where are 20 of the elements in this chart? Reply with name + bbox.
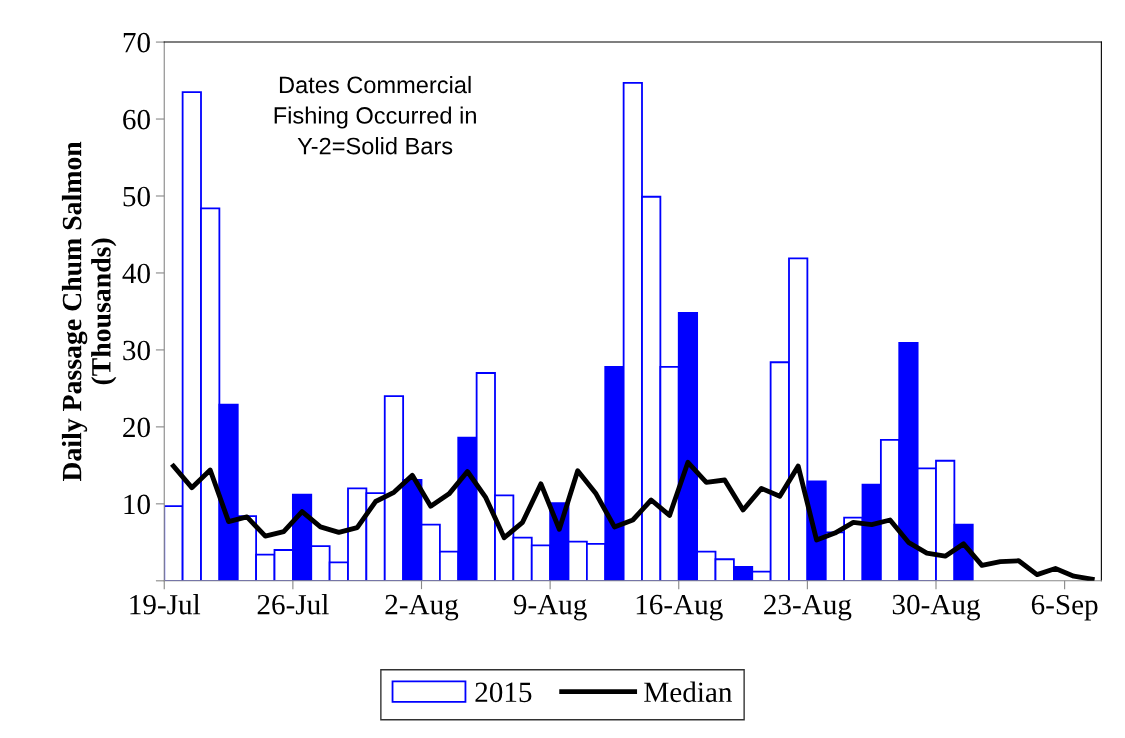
y-tick-label: 30: [123, 340, 150, 361]
legend-label: Median: [644, 681, 733, 703]
x-tick-label: 23-Aug: [764, 594, 852, 621]
x-tick-label: 9-Aug: [513, 594, 587, 621]
y-tick-label: 60: [123, 109, 150, 130]
annotation: Dates Commercial Fishing Occurred in Y-2=Solid Bars: [274, 75, 476, 155]
y-tick-label: 10: [124, 494, 150, 515]
line-series: [171, 459, 1095, 581]
legend-label: 2015: [475, 682, 532, 703]
x-tick-label: 30-Aug: [892, 594, 980, 621]
y-tick-label: 50: [123, 186, 150, 207]
y-tick-label: 20: [123, 417, 150, 438]
y-tick-label: 40: [122, 263, 150, 284]
x-tick-label: 2-Aug: [385, 594, 459, 621]
x-tick-label: 26-Jul: [257, 594, 329, 615]
y-axis-title: Daily Passage Chum Salmon (Thousands): [61, 141, 117, 482]
x-tick-label: 6-Sep: [1031, 594, 1098, 621]
y-tick-label: 70: [123, 32, 150, 53]
x-tick-label: 16-Aug: [636, 594, 723, 621]
x-tick-label: 19-Jul: [130, 594, 201, 615]
